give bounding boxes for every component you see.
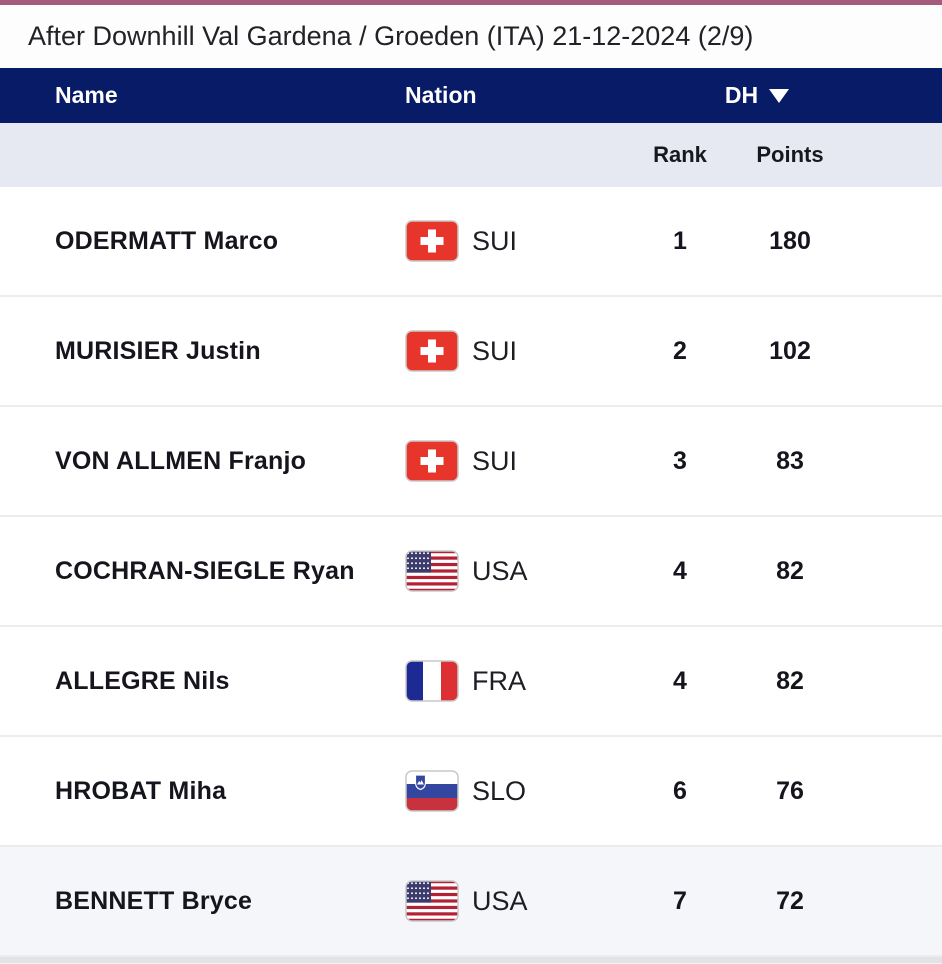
rank-value: 7	[673, 886, 687, 915]
table-subheader: Rank Points	[0, 123, 942, 187]
nation-code: USA	[472, 885, 528, 916]
rank-value: 1	[673, 226, 687, 255]
table-row[interactable]: BENNETT Bryce USA 7 72	[0, 847, 942, 957]
table-row[interactable]: COCHRAN-SIEGLE Ryan USA 4 82	[0, 517, 942, 627]
rank-value: 6	[673, 776, 687, 805]
sort-descending-icon	[769, 88, 790, 103]
points-value: 102	[769, 336, 811, 365]
rank-value: 4	[673, 666, 687, 695]
points-value: 83	[776, 446, 804, 475]
flag-usa-icon	[405, 550, 459, 592]
nation-code: SUI	[472, 445, 518, 476]
flag-sui-icon	[405, 440, 459, 482]
athlete-name: VON ALLMEN Franjo	[55, 446, 307, 475]
nation-cell: SUI	[405, 440, 635, 482]
page-title: After Downhill Val Gardena / Groeden (IT…	[0, 5, 942, 68]
flag-fra-icon	[405, 660, 459, 702]
points-value: 72	[776, 886, 804, 915]
column-header-dh[interactable]: DH	[647, 82, 867, 109]
points-value: 180	[769, 226, 811, 255]
column-header-nation[interactable]: Nation	[405, 82, 477, 108]
points-value: 76	[776, 776, 804, 805]
subcolumn-header-rank: Rank	[653, 142, 707, 167]
athlete-name: HROBAT Miha	[55, 776, 227, 805]
nation-cell: SUI	[405, 330, 635, 372]
athlete-name: ALLEGRE Nils	[55, 666, 230, 695]
table-row[interactable]: MURISIER Justin SUI 2 102	[0, 297, 942, 407]
athlete-name: BENNETT Bryce	[55, 886, 253, 915]
table-row[interactable]: HROBAT Miha SLO 6 76	[0, 737, 942, 847]
nation-cell: USA	[405, 550, 635, 592]
table-row[interactable]: VON ALLMEN Franjo SUI 3 83	[0, 407, 942, 517]
flag-sui-icon	[405, 220, 459, 262]
rank-value: 4	[673, 556, 687, 585]
nation-code: SUI	[472, 225, 518, 256]
top-accent-bar	[0, 0, 942, 5]
nation-cell: SUI	[405, 220, 635, 262]
table-body: ODERMATT Marco SUI 1 180 MURISIER Justin…	[0, 187, 942, 957]
dh-label: DH	[724, 82, 759, 108]
subcolumn-header-points: Points	[756, 142, 824, 167]
column-header-name[interactable]: Name	[55, 82, 118, 108]
nation-code: USA	[472, 555, 528, 586]
points-value: 82	[776, 556, 804, 585]
table-row[interactable]: ODERMATT Marco SUI 1 180	[0, 187, 942, 297]
nation-cell: FRA	[405, 660, 635, 702]
athlete-name: ODERMATT Marco	[55, 226, 279, 255]
nation-code: SLO	[472, 775, 527, 806]
flag-usa-icon	[405, 880, 459, 922]
nation-code: FRA	[472, 665, 526, 696]
flag-slo-icon	[405, 770, 459, 812]
next-row-divider	[0, 957, 942, 963]
table-header: Name Nation DH	[0, 68, 942, 123]
rank-value: 2	[673, 336, 687, 365]
points-value: 82	[776, 666, 804, 695]
table-row[interactable]: ALLEGRE Nils FRA 4 82	[0, 627, 942, 737]
flag-sui-icon	[405, 330, 459, 372]
nation-cell: USA	[405, 880, 635, 922]
athlete-name: MURISIER Justin	[55, 336, 261, 365]
nation-cell: SLO	[405, 770, 635, 812]
nation-code: SUI	[472, 335, 518, 366]
rank-value: 3	[673, 446, 687, 475]
athlete-name: COCHRAN-SIEGLE Ryan	[55, 556, 355, 585]
